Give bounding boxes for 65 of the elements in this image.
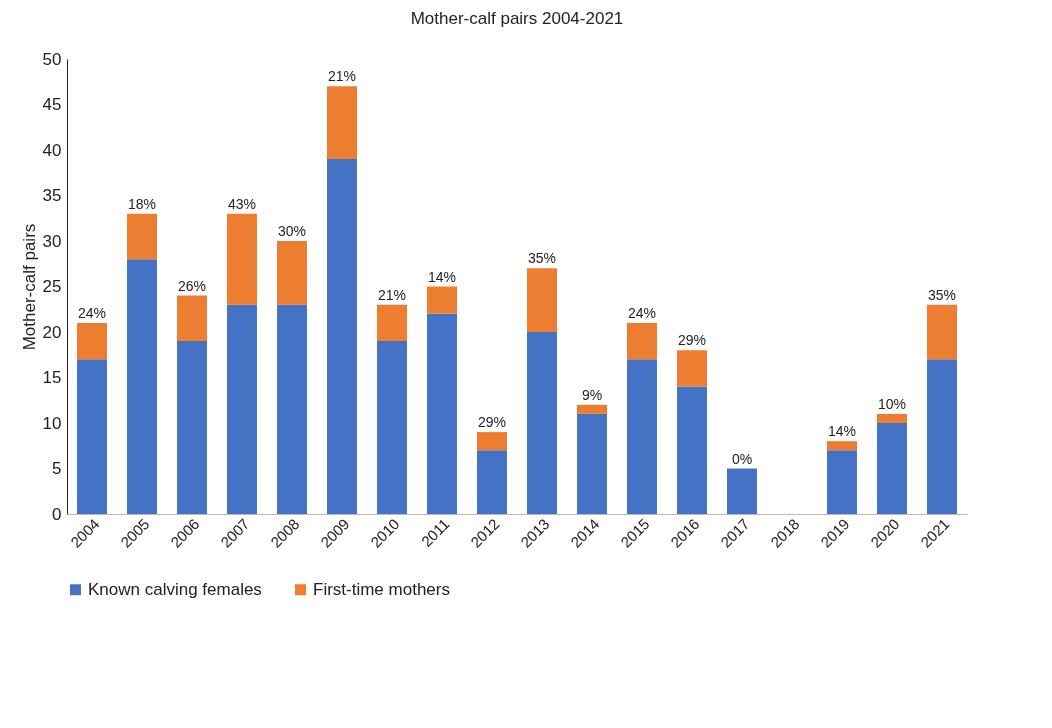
annotation: 29% — [477, 414, 507, 431]
annotation: 9% — [581, 386, 603, 403]
y-tick-label: 30 — [42, 231, 62, 251]
annotation: 26% — [177, 277, 207, 294]
annotation: 35% — [527, 250, 557, 267]
annotation: 10% — [877, 395, 907, 412]
annotation: 30% — [277, 223, 307, 239]
annotation: 29% — [677, 332, 707, 349]
bar — [127, 213, 157, 260]
annotation: 21% — [327, 68, 357, 85]
y-tick-label: 45 — [42, 95, 62, 114]
annotation: 0% — [731, 450, 753, 467]
bar — [927, 304, 957, 360]
bar — [927, 359, 957, 514]
legend-label: First-time mothers — [313, 579, 450, 599]
bar — [327, 159, 357, 514]
y-tick-label: 20 — [42, 322, 62, 342]
y-tick-label: 25 — [42, 277, 62, 296]
bar — [477, 450, 507, 514]
y-tick-label: 40 — [42, 140, 62, 160]
bar — [227, 304, 257, 514]
annotation: 14% — [427, 268, 457, 285]
annotation: 24% — [77, 304, 107, 321]
bar — [427, 286, 457, 314]
bar — [77, 322, 107, 360]
annotation: 35% — [927, 286, 957, 303]
bar — [77, 359, 107, 514]
bar — [727, 468, 757, 514]
bar — [877, 423, 907, 514]
y-tick-label: 5 — [52, 459, 62, 478]
bar — [577, 413, 607, 514]
bar — [177, 341, 207, 514]
bar — [627, 322, 657, 360]
y-axis-title: Mother-calf pairs — [19, 223, 39, 351]
bar — [827, 441, 857, 451]
bar — [427, 313, 457, 514]
legend-label: Known calving females — [88, 579, 262, 599]
y-tick-label: 0 — [52, 504, 62, 524]
bar — [377, 304, 407, 342]
y-tick-label: 10 — [42, 413, 62, 433]
y-tick-label: 35 — [42, 186, 62, 205]
chart-title: Mother-calf pairs 2004-2021 — [410, 9, 624, 28]
annotation: 24% — [627, 304, 657, 321]
annotation: 14% — [827, 423, 857, 440]
bar — [327, 86, 357, 160]
bar — [277, 304, 307, 514]
bar — [577, 404, 607, 414]
annotation: 43% — [227, 195, 257, 212]
bar — [127, 259, 157, 514]
bar — [677, 350, 707, 387]
bar — [627, 359, 657, 514]
annotation: 18% — [127, 195, 157, 212]
bar — [477, 432, 507, 451]
bar — [527, 332, 557, 514]
y-tick-label: 15 — [42, 368, 62, 387]
annotation: 21% — [377, 286, 407, 303]
y-tick-label: 50 — [42, 49, 62, 69]
bar — [277, 241, 307, 305]
bar — [527, 268, 557, 332]
bar — [827, 450, 857, 514]
bar — [177, 295, 207, 342]
bar — [677, 386, 707, 514]
bar — [377, 341, 407, 514]
bar — [227, 213, 257, 305]
bar — [877, 413, 907, 423]
